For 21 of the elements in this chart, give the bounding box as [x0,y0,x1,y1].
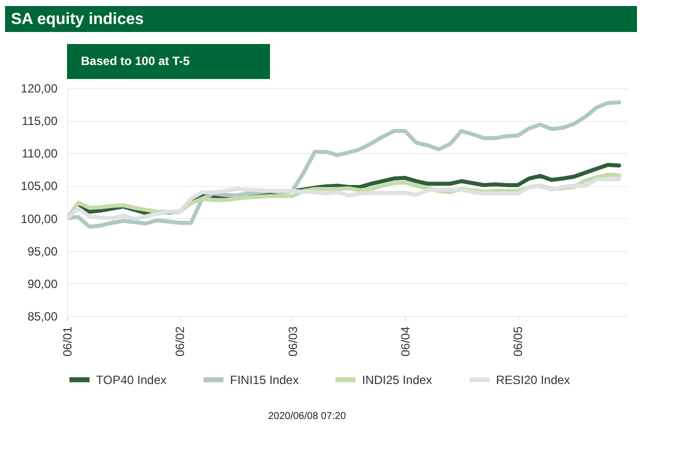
y-tick-label: 120,00 [20,82,58,96]
y-tick-label: 115,00 [22,114,58,128]
legend-label: RESI20 Index [496,372,570,387]
text: 2020/06/08 07:20 [268,411,346,422]
legend-label: TOP40 Index [96,372,166,387]
x-tick-label: 06/02 [173,326,188,357]
y-tick-label: 105,00 [20,179,58,194]
y-tick-label: 95,00 [27,244,58,258]
y-tick-label: 90,00 [27,276,58,291]
x-tick-label: 06/03 [286,326,300,357]
legend-label: INDI25 Index [362,372,432,387]
line-series [67,100,622,229]
y-tick-label: 85,00 [27,310,58,324]
y-tick-label: 110,00 [22,146,58,161]
x-tick-label: 06/01 [60,326,74,357]
y-tick-label: 100,00 [20,212,58,226]
x-tick-label: 06/05 [511,326,526,357]
chart-title: SA equity indices [11,11,144,28]
x-tick-label: 06/04 [398,326,413,357]
chart-subtitle: Based to 100 at T-5 [81,54,190,68]
legend-label: FINI15 Index [230,372,299,387]
